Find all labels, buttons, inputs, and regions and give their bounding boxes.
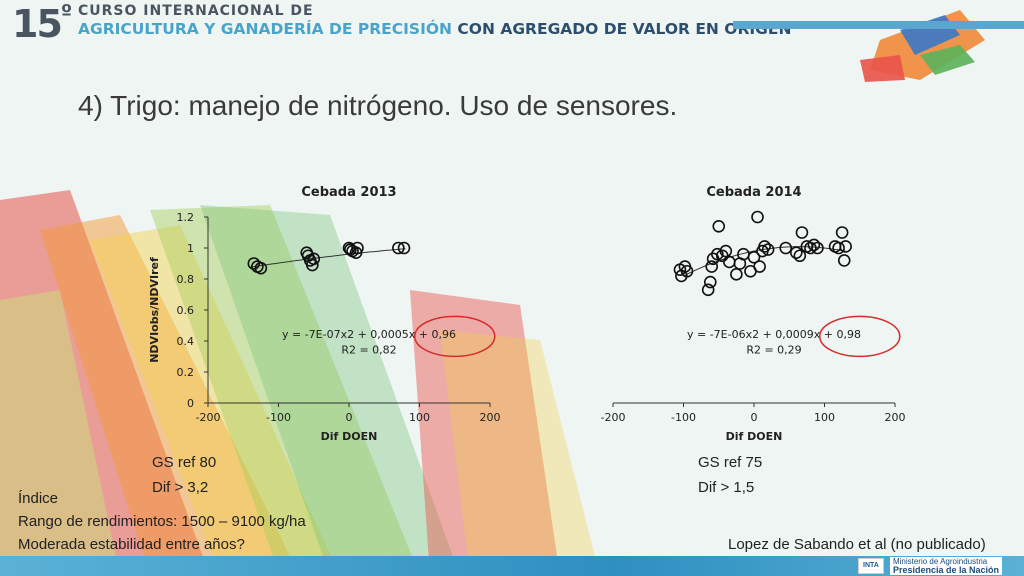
right-gs-ref: GS ref 75 <box>698 454 763 471</box>
x-tick-label: -100 <box>671 411 696 424</box>
data-point <box>751 210 764 224</box>
data-point <box>839 240 852 253</box>
citation: Lopez de Sabando et al (no publicado) <box>728 536 986 553</box>
data-point <box>832 241 845 255</box>
slide-title: 4) Trigo: manejo de nitrógeno. Uso de se… <box>78 90 678 121</box>
scatter-chart-2013: Cebada 2013 -200 -100 0 100 200 Dif DOEN 0 0.2 0.… <box>148 185 501 443</box>
data-point <box>254 261 268 275</box>
x-axis-label: Dif DOEN <box>726 430 783 443</box>
x-tick-label: -200 <box>601 411 626 424</box>
y-tick-label: 0 <box>187 397 194 410</box>
data-point <box>712 219 726 233</box>
y-tick-label: 0.6 <box>177 304 195 317</box>
data-point <box>837 254 851 267</box>
data-point <box>747 251 761 264</box>
x-tick-label: 200 <box>885 411 906 424</box>
y-tick-label: 0.4 <box>177 335 195 348</box>
r2-label: R2 = 0,82 <box>341 343 396 356</box>
equation-label: y = -7E-06x2 + 0,0009x + 0,98 <box>687 328 861 341</box>
highlight-ellipse <box>819 315 901 358</box>
data-point <box>719 244 733 258</box>
data-point <box>397 241 411 255</box>
footer-logos: INTA Ministerio de Agroindustria Preside… <box>857 557 1002 575</box>
data-point <box>835 226 849 239</box>
header-rule <box>733 21 1024 29</box>
rango-text: Rango de rendimientos: 1500 – 9100 kg/ha <box>18 513 306 530</box>
x-tick-label: 0 <box>346 411 353 424</box>
header-banner: 15º CURSO INTERNACIONAL DE AGRICULTURA Y… <box>0 0 1024 46</box>
x-tick-label: 100 <box>814 411 835 424</box>
data-point <box>804 241 817 255</box>
highlight-ellipse <box>414 315 496 358</box>
footer-bar <box>0 556 1024 576</box>
inta-logo: INTA <box>857 558 884 574</box>
y-tick-label: 0.2 <box>177 366 195 379</box>
x-tick-label: -100 <box>266 411 291 424</box>
course-number-badge: 15º <box>12 0 72 46</box>
x-tick-label: 100 <box>409 411 430 424</box>
r2-label: R2 = 0,29 <box>746 343 801 356</box>
data-point <box>678 260 692 273</box>
chart-title: Cebada 2013 <box>301 185 396 200</box>
y-tick-label: 0.8 <box>177 273 195 286</box>
right-dif: Dif > 1,5 <box>698 479 755 496</box>
x-tick-label: 0 <box>751 411 758 424</box>
data-point <box>351 241 364 255</box>
ministry-logo: Ministerio de Agroindustria Presidencia … <box>889 557 1002 575</box>
scatter-chart-2014: Cebada 2014 -200 -100 0 100 200 Dif DOEN y = -7… <box>601 185 906 443</box>
data-point <box>811 241 824 255</box>
data-point <box>807 238 821 252</box>
data-point <box>790 246 803 259</box>
data-point <box>701 283 715 297</box>
indice-label: Índice <box>18 490 59 507</box>
data-point <box>711 247 724 261</box>
data-point <box>761 243 775 256</box>
data-point <box>730 268 743 281</box>
x-axis-label: Dif DOEN <box>321 430 378 443</box>
data-point <box>758 240 771 253</box>
y-tick-label: 1 <box>187 242 194 255</box>
data-point <box>307 252 321 266</box>
right-chart-notes: GS ref 75 Dif > 1,5 <box>698 450 762 500</box>
data-point <box>779 241 793 255</box>
data-point <box>705 260 718 273</box>
data-point <box>392 241 405 255</box>
x-tick-label: 200 <box>480 411 501 424</box>
y-axis-label: NDVIobs/NDVIref <box>148 257 161 363</box>
summary-notes: Índice Rango de rendimientos: 1500 – 910… <box>18 487 306 556</box>
trendline <box>250 248 406 268</box>
header-line-1: CURSO INTERNACIONAL DE <box>78 3 314 19</box>
data-point <box>795 226 809 239</box>
data-point <box>723 255 736 269</box>
data-point <box>703 275 717 289</box>
left-dif: Dif > 3,2 <box>152 479 209 496</box>
estabilidad-text: Moderada estabilidad entre años? <box>18 536 245 553</box>
left-gs-ref: GS ref 80 <box>152 454 217 471</box>
left-chart-notes: GS ref 80 Dif > 3,2 <box>152 450 216 500</box>
data-point <box>753 260 766 273</box>
chart-title: Cebada 2014 <box>706 185 801 200</box>
data-point <box>793 249 807 263</box>
header-line-2: AGRICULTURA Y GANADERÍA DE PRECISIÓN CON… <box>78 20 792 38</box>
x-tick-label: -200 <box>196 411 221 424</box>
y-tick-label: 1.2 <box>177 211 195 224</box>
equation-label: y = -7E-07x2 + 0,0005x + 0,96 <box>282 328 456 341</box>
data-point <box>306 258 319 272</box>
